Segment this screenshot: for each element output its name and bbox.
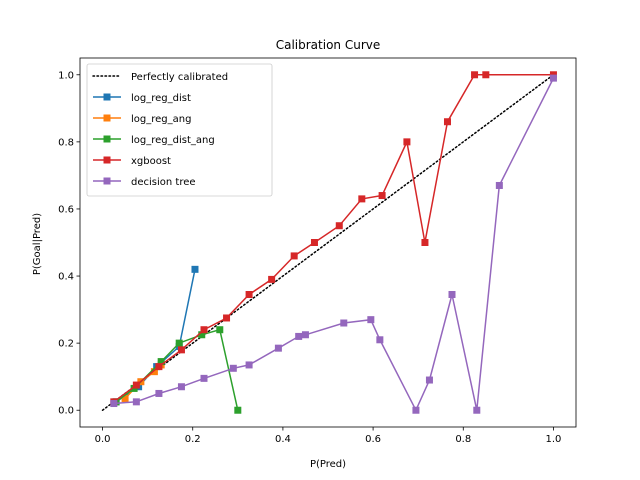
y-tick-label: 0.2 — [58, 339, 74, 350]
legend: Perfectly calibrated log_reg_dist log_reg_… — [86, 63, 273, 197]
marker-log-reg-dist-ang — [234, 406, 242, 414]
marker-decision-tree — [110, 400, 118, 408]
marker-decision-tree — [340, 319, 348, 327]
y-tick-label: 0.8 — [58, 137, 74, 148]
marker-log-reg-ang — [150, 368, 158, 376]
marker-log-reg-dist-ang — [198, 331, 206, 339]
legend-box — [86, 63, 273, 197]
legend-label: log_reg_dist_ang — [131, 135, 215, 146]
x-tick-label: 0.0 — [95, 434, 111, 445]
marker-decision-tree — [229, 364, 237, 372]
legend-swatch-marker — [103, 93, 111, 101]
y-tick-label: 1.0 — [58, 70, 74, 81]
marker-decision-tree — [376, 336, 384, 344]
marker-xgboost — [482, 71, 490, 79]
marker-decision-tree — [367, 316, 375, 324]
marker-decision-tree — [473, 406, 481, 414]
marker-decision-tree — [132, 398, 140, 406]
plot-frame — [79, 57, 577, 428]
marker-log-reg-dist-ang — [216, 326, 224, 334]
marker-decision-tree — [549, 74, 557, 82]
legend-label: log_reg_ang — [131, 114, 191, 125]
marker-log-reg-dist — [191, 265, 199, 273]
marker-xgboost — [268, 275, 276, 283]
marker-xgboost — [471, 71, 479, 79]
marker-xgboost — [443, 118, 451, 126]
x-axis-label: P(Pred) — [310, 459, 346, 470]
marker-xgboost — [155, 363, 163, 371]
legend-swatch-marker — [103, 135, 111, 143]
marker-xgboost — [200, 326, 208, 334]
marker-decision-tree — [412, 406, 420, 414]
x-tick-label: 0.2 — [185, 434, 201, 445]
x-tick-label: 1.0 — [546, 434, 562, 445]
x-tick-label: 0.4 — [275, 434, 291, 445]
marker-decision-tree — [177, 383, 185, 391]
y-axis-label: P(Goal|Pred) — [32, 213, 43, 275]
perfectly-calibrated-line — [101, 74, 555, 411]
marker-decision-tree — [155, 389, 163, 397]
marker-log-reg-dist-ang — [175, 339, 183, 347]
marker-xgboost — [310, 239, 318, 246]
chart-title: Calibration Curve — [276, 38, 381, 52]
legend-swatch-marker — [103, 156, 111, 164]
marker-xgboost — [358, 195, 366, 203]
series-line-log-reg-dist — [115, 269, 196, 403]
marker-xgboost — [132, 381, 140, 389]
marker-log-reg-dist-ang — [157, 358, 165, 366]
marker-xgboost — [177, 346, 185, 354]
marker-xgboost — [223, 314, 231, 322]
x-tick-label: 0.6 — [365, 434, 381, 445]
marker-xgboost — [403, 138, 411, 146]
legend-label: xgboost — [131, 156, 171, 167]
marker-decision-tree — [448, 290, 456, 298]
marker-decision-tree — [301, 331, 309, 339]
marker-decision-tree — [200, 374, 208, 382]
legend-swatch-marker — [103, 177, 111, 185]
y-tick-label: 0.0 — [58, 406, 74, 417]
y-tick-label: 0.6 — [58, 204, 74, 215]
legend-label: log_reg_dist — [131, 93, 191, 104]
legend-label: decision tree — [131, 177, 196, 188]
marker-xgboost — [335, 222, 343, 230]
legend-label: Perfectly calibrated — [131, 72, 228, 83]
marker-xgboost — [421, 239, 429, 246]
x-tick-label: 0.8 — [455, 434, 471, 445]
marker-xgboost — [245, 290, 253, 298]
marker-decision-tree — [495, 181, 503, 189]
marker-decision-tree — [245, 361, 253, 369]
marker-xgboost — [290, 252, 298, 260]
marker-decision-tree — [274, 344, 282, 352]
marker-log-reg-ang — [121, 394, 129, 402]
marker-decision-tree — [425, 376, 433, 384]
marker-xgboost — [378, 192, 386, 200]
legend-swatch-marker — [103, 114, 111, 122]
marker-decision-tree — [295, 332, 303, 340]
y-tick-label: 0.4 — [58, 272, 74, 283]
plot-area: 0.0 0.2 0.4 0.6 0.8 1.0 0.0 0.2 0.4 0.6 0.8 1.0 — [58, 57, 577, 445]
